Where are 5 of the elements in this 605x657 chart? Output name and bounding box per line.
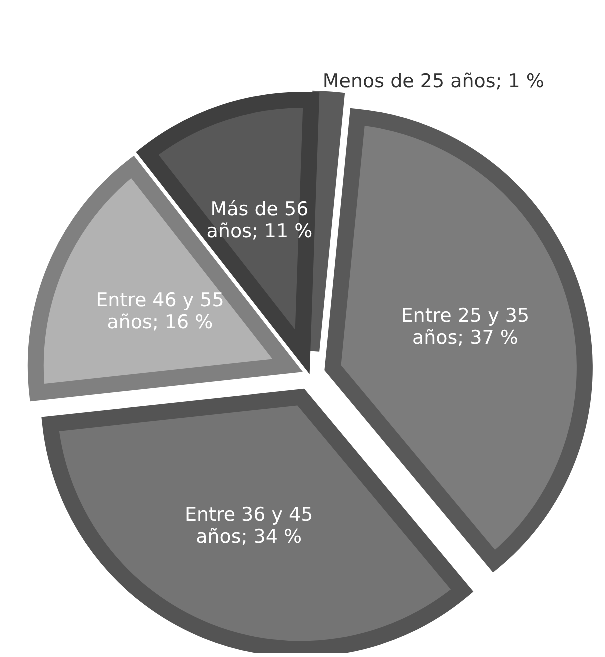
slice-label: Entre 36 y 45 años; 34 % [184, 504, 314, 548]
slice-label: Entre 46 y 55 años; 16 % [96, 290, 224, 334]
slice-label: Entre 25 y 35 años; 37 % [401, 305, 530, 350]
slice-label: Más de 56 años; 11 % [206, 198, 313, 242]
slice-label: Menos de 25 años; 1 % [322, 70, 544, 93]
